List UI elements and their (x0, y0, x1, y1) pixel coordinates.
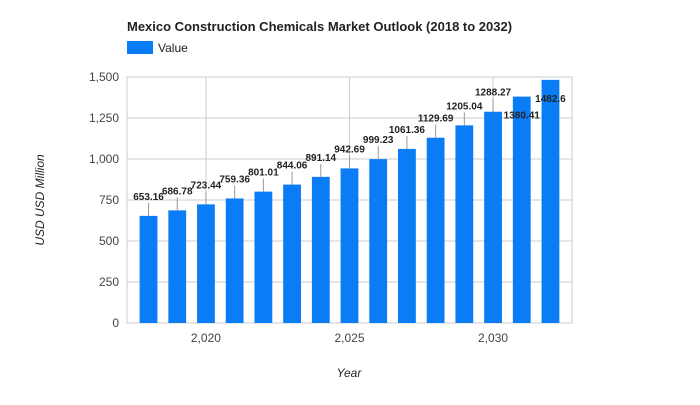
bar (398, 148, 416, 323)
data-labels-layer: 653.16686.78723.44759.36801.01844.06891.… (133, 88, 566, 216)
bar (369, 159, 388, 323)
data-label: 653.16 (133, 192, 164, 203)
bar (541, 79, 560, 323)
bar (254, 191, 273, 323)
y-tick-label: 1,500 (89, 70, 119, 84)
y-tick-label: 1,000 (89, 152, 119, 166)
x-tick-label: 2,025 (334, 331, 364, 345)
data-label: 844.06 (277, 161, 308, 172)
data-label: 759.36 (219, 174, 250, 185)
data-label: 1380.41 (504, 111, 541, 122)
data-label: 891.14 (305, 153, 336, 164)
bar (139, 215, 158, 323)
data-label: 1061.36 (389, 125, 426, 136)
bar (168, 210, 187, 323)
data-label: 1129.69 (418, 114, 454, 125)
bar (512, 96, 531, 323)
x-tick-label: 2,020 (191, 331, 221, 345)
bar (311, 176, 330, 323)
y-tick-label: 1,250 (89, 111, 119, 125)
bar (340, 168, 359, 323)
data-label: 801.01 (248, 168, 279, 179)
bar (283, 184, 301, 323)
bar (225, 198, 244, 323)
legend: Value (127, 41, 188, 55)
data-label: 686.78 (162, 186, 193, 197)
chart-title: Mexico Construction Chemicals Market Out… (127, 19, 512, 34)
data-label: 942.69 (334, 144, 365, 155)
x-tick-label: 2,030 (478, 331, 508, 345)
data-label: 723.44 (191, 180, 222, 191)
bar (197, 204, 215, 323)
bar (455, 125, 474, 323)
y-tick-label: 750 (99, 193, 119, 207)
data-label: 999.23 (363, 135, 394, 146)
bar (426, 137, 445, 323)
legend-label-value: Value (158, 41, 188, 55)
y-tick-label: 0 (112, 316, 119, 330)
y-axis-title: USD USD Million (33, 154, 47, 246)
y-tick-label: 500 (99, 234, 119, 248)
x-axis-title: Year (337, 366, 363, 380)
bars-layer (139, 79, 560, 323)
bar (484, 111, 502, 323)
data-label: 1482.6 (535, 94, 566, 105)
data-label: 1288.27 (475, 88, 512, 99)
y-tick-label: 250 (99, 275, 119, 289)
legend-swatch-value (127, 41, 153, 54)
ticks-layer: 0 250 500 750 1,000 1,250 1,500 2,020 2,025 2,030 (89, 70, 508, 345)
data-label: 1205.04 (446, 101, 483, 112)
